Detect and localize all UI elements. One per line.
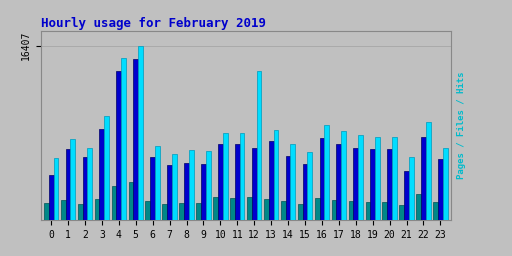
Bar — [213, 197, 218, 220]
Text: Pages / Files / Hits: Pages / Files / Hits — [457, 72, 466, 179]
Bar — [366, 202, 370, 220]
Bar — [353, 148, 358, 220]
Bar — [196, 203, 201, 220]
Bar — [184, 163, 189, 220]
Bar — [433, 202, 438, 220]
Bar — [298, 204, 303, 220]
Bar — [162, 204, 167, 220]
Bar — [438, 159, 443, 220]
Bar — [349, 201, 353, 220]
Bar — [370, 149, 375, 220]
Bar — [133, 59, 138, 220]
Bar — [116, 71, 121, 220]
Bar — [421, 137, 426, 220]
Bar — [66, 149, 71, 220]
Bar — [218, 144, 223, 220]
Bar — [112, 186, 116, 220]
Bar — [78, 204, 82, 220]
Bar — [281, 201, 286, 220]
Bar — [443, 148, 447, 220]
Bar — [88, 148, 92, 220]
Bar — [230, 198, 235, 220]
Bar — [342, 131, 346, 220]
Bar — [121, 58, 126, 220]
Bar — [336, 144, 342, 220]
Bar — [82, 157, 88, 220]
Bar — [264, 199, 269, 220]
Bar — [206, 151, 210, 220]
Bar — [167, 165, 172, 220]
Bar — [150, 157, 155, 220]
Bar — [252, 148, 257, 220]
Bar — [273, 130, 279, 220]
Bar — [95, 199, 99, 220]
Bar — [172, 154, 177, 220]
Bar — [324, 125, 329, 220]
Bar — [426, 122, 431, 220]
Bar — [71, 139, 75, 220]
Bar — [392, 137, 397, 220]
Bar — [145, 201, 150, 220]
Bar — [61, 200, 66, 220]
Bar — [375, 137, 380, 220]
Bar — [104, 116, 109, 220]
Bar — [332, 200, 336, 220]
Bar — [223, 133, 227, 220]
Bar — [235, 144, 240, 220]
Bar — [54, 158, 58, 220]
Bar — [49, 175, 54, 220]
Text: Hourly usage for February 2019: Hourly usage for February 2019 — [41, 17, 266, 29]
Bar — [416, 194, 421, 220]
Bar — [286, 156, 290, 220]
Bar — [138, 46, 143, 220]
Bar — [247, 197, 252, 220]
Bar — [257, 71, 262, 220]
Bar — [240, 133, 245, 220]
Bar — [387, 149, 392, 220]
Bar — [358, 135, 363, 220]
Bar — [99, 129, 104, 220]
Bar — [129, 182, 133, 220]
Bar — [319, 138, 324, 220]
Bar — [303, 164, 307, 220]
Bar — [179, 203, 184, 220]
Bar — [404, 171, 409, 220]
Bar — [201, 164, 206, 220]
Bar — [290, 144, 295, 220]
Bar — [189, 150, 194, 220]
Bar — [315, 198, 319, 220]
Bar — [155, 146, 160, 220]
Bar — [307, 152, 312, 220]
Bar — [44, 203, 49, 220]
Bar — [382, 202, 387, 220]
Bar — [409, 157, 414, 220]
Bar — [399, 205, 404, 220]
Bar — [269, 141, 273, 220]
